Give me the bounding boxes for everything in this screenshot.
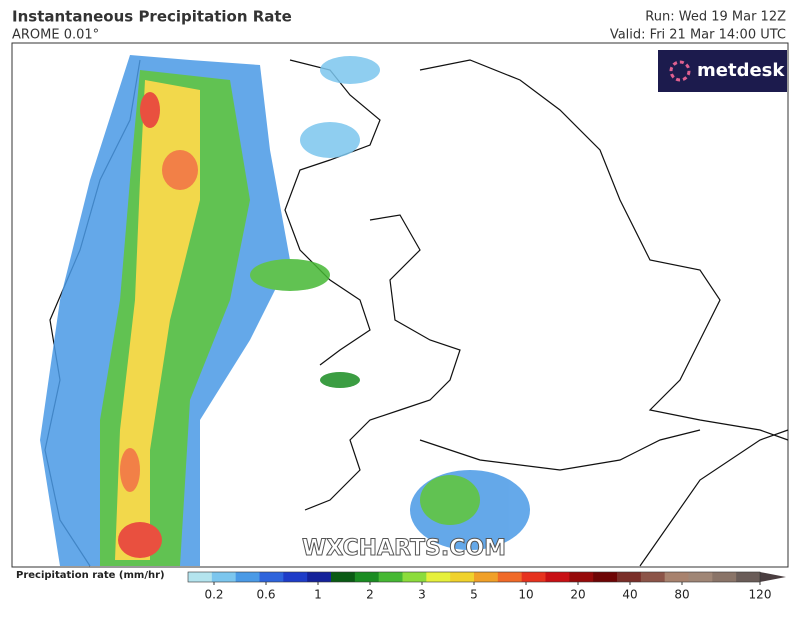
colorbar-swatch bbox=[640, 572, 666, 582]
colorbar-swatch bbox=[235, 572, 260, 582]
rain-cell bbox=[320, 372, 360, 388]
colorbar-tick-label: 0.6 bbox=[256, 588, 275, 602]
colorbar-tick-label: 2 bbox=[366, 588, 374, 602]
colorbar-swatch bbox=[497, 572, 523, 582]
colorbar-swatch bbox=[545, 572, 570, 582]
colorbar-tick-label: 20 bbox=[570, 588, 585, 602]
rain-cell bbox=[120, 448, 140, 492]
colorbar-swatch bbox=[617, 572, 642, 582]
colorbar-swatch bbox=[593, 572, 618, 582]
colorbar-swatch bbox=[354, 572, 380, 582]
colorbar-swatch bbox=[474, 572, 499, 582]
colorbar-swatch bbox=[402, 572, 427, 582]
colorbar-swatch bbox=[450, 572, 475, 582]
colorbar-swatch bbox=[426, 572, 451, 582]
rain-area bbox=[115, 80, 200, 560]
colorbar-tick-label: 10 bbox=[518, 588, 533, 602]
rain-cell bbox=[162, 150, 198, 190]
colorbar-swatch bbox=[569, 572, 594, 582]
logo-icon bbox=[669, 60, 691, 82]
colorbar-label: Precipitation rate (mm/hr) bbox=[16, 570, 165, 581]
colorbar-swatch bbox=[712, 572, 737, 582]
colorbar-arrow bbox=[760, 572, 786, 582]
rain-cell bbox=[420, 475, 480, 525]
colorbar-tick-label: 5 bbox=[470, 588, 478, 602]
colorbar-swatch bbox=[211, 572, 237, 582]
coast bbox=[639, 429, 789, 567]
precipitation bbox=[40, 55, 530, 566]
colorbar-tick-label: 0.2 bbox=[204, 588, 223, 602]
colorbar-tick-label: 40 bbox=[622, 588, 637, 602]
rain-cell bbox=[118, 522, 162, 558]
colorbar-tick-label: 1 bbox=[314, 588, 322, 602]
colorbar-swatch bbox=[259, 572, 284, 582]
model: AROME 0.01° bbox=[12, 28, 99, 43]
rain-cell bbox=[250, 259, 330, 291]
watermark: WXCHARTS.COM bbox=[302, 536, 506, 561]
coast bbox=[419, 59, 789, 441]
rain-cell bbox=[140, 92, 160, 128]
colorbar-swatch bbox=[331, 572, 356, 582]
coast bbox=[304, 214, 461, 511]
map: metdesk WXCHARTS.COM bbox=[11, 42, 789, 568]
title: Instantaneous Precipitation Rate bbox=[12, 8, 292, 26]
colorbar-tick-label: 3 bbox=[418, 588, 426, 602]
colorbar-swatch bbox=[378, 572, 403, 582]
rain-area bbox=[300, 122, 360, 158]
colorbar-swatch bbox=[688, 572, 713, 582]
logo-box bbox=[658, 50, 787, 92]
colorbar-tick-label: 80 bbox=[674, 588, 689, 602]
colorbar-swatch bbox=[188, 572, 213, 582]
coast bbox=[419, 429, 701, 471]
rain-area bbox=[320, 56, 380, 84]
colorbar-swatch bbox=[283, 572, 308, 582]
run-time: Run: Wed 19 Mar 12Z bbox=[645, 10, 786, 25]
colorbar-swatch bbox=[664, 572, 689, 582]
valid-time: Valid: Fri 21 Mar 14:00 UTC bbox=[610, 28, 786, 43]
colorbar: 0.2 0.6 1 2 3 5 10 20 40 80 120 bbox=[187, 571, 786, 602]
colorbar-tick-label: 120 bbox=[749, 588, 772, 602]
colorbar-swatch bbox=[521, 572, 546, 582]
coast bbox=[284, 59, 381, 366]
colorbar-swatch bbox=[307, 572, 332, 582]
logo: metdesk bbox=[697, 60, 785, 81]
colorbar-swatch bbox=[736, 572, 761, 582]
